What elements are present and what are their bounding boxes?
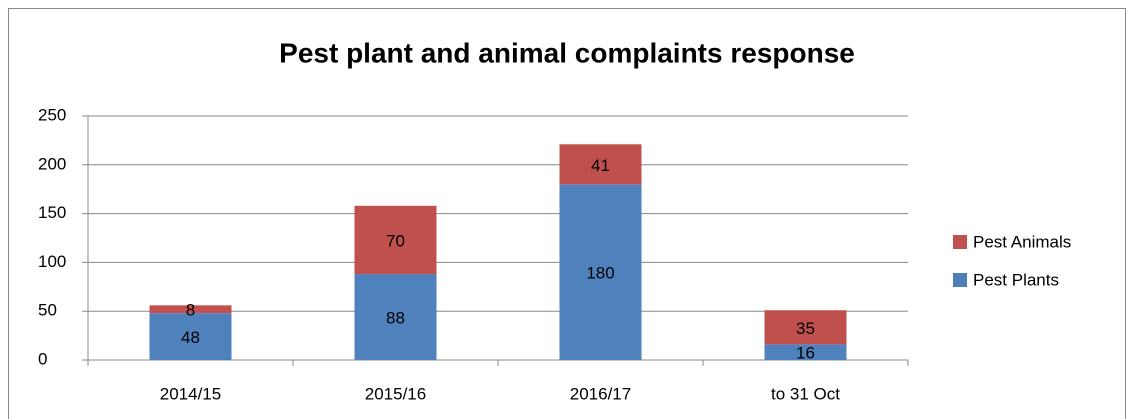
chart-title: Pest plant and animal complaints respons… (279, 37, 855, 68)
x-tick-label: 2016/17 (570, 384, 631, 403)
bar-segment (764, 344, 847, 360)
data-label: 35 (796, 319, 815, 338)
y-tick-label: 150 (38, 203, 66, 222)
data-label: 180 (586, 264, 614, 283)
legend-label: Pest Animals (973, 232, 1071, 251)
x-tick-label: to 31 Oct (771, 384, 840, 403)
bar-segment (149, 305, 232, 314)
x-tick-label: 2015/16 (365, 384, 426, 403)
legend-swatch (953, 273, 967, 287)
y-tick-label: 200 (38, 154, 66, 173)
bar-segment (354, 205, 437, 275)
data-label: 41 (591, 156, 610, 175)
y-tick-label: 50 (38, 301, 57, 320)
x-tick-label: 2014/15 (160, 384, 221, 403)
y-tick-label: 100 (38, 252, 66, 271)
data-label: 48 (181, 328, 200, 347)
data-label: 70 (386, 231, 405, 250)
bar-segment (764, 310, 847, 345)
bar-segment (559, 184, 642, 360)
data-label: 8 (186, 301, 195, 320)
data-label: 16 (796, 344, 815, 363)
legend-label: Pest Plants (973, 270, 1059, 289)
bar-segment (354, 274, 437, 360)
y-tick-label: 0 (38, 349, 47, 368)
bar-segment (559, 144, 642, 185)
legend-swatch (953, 235, 967, 249)
data-label: 88 (386, 309, 405, 328)
bar-segment (149, 313, 232, 360)
y-tick-label: 250 (38, 105, 66, 124)
